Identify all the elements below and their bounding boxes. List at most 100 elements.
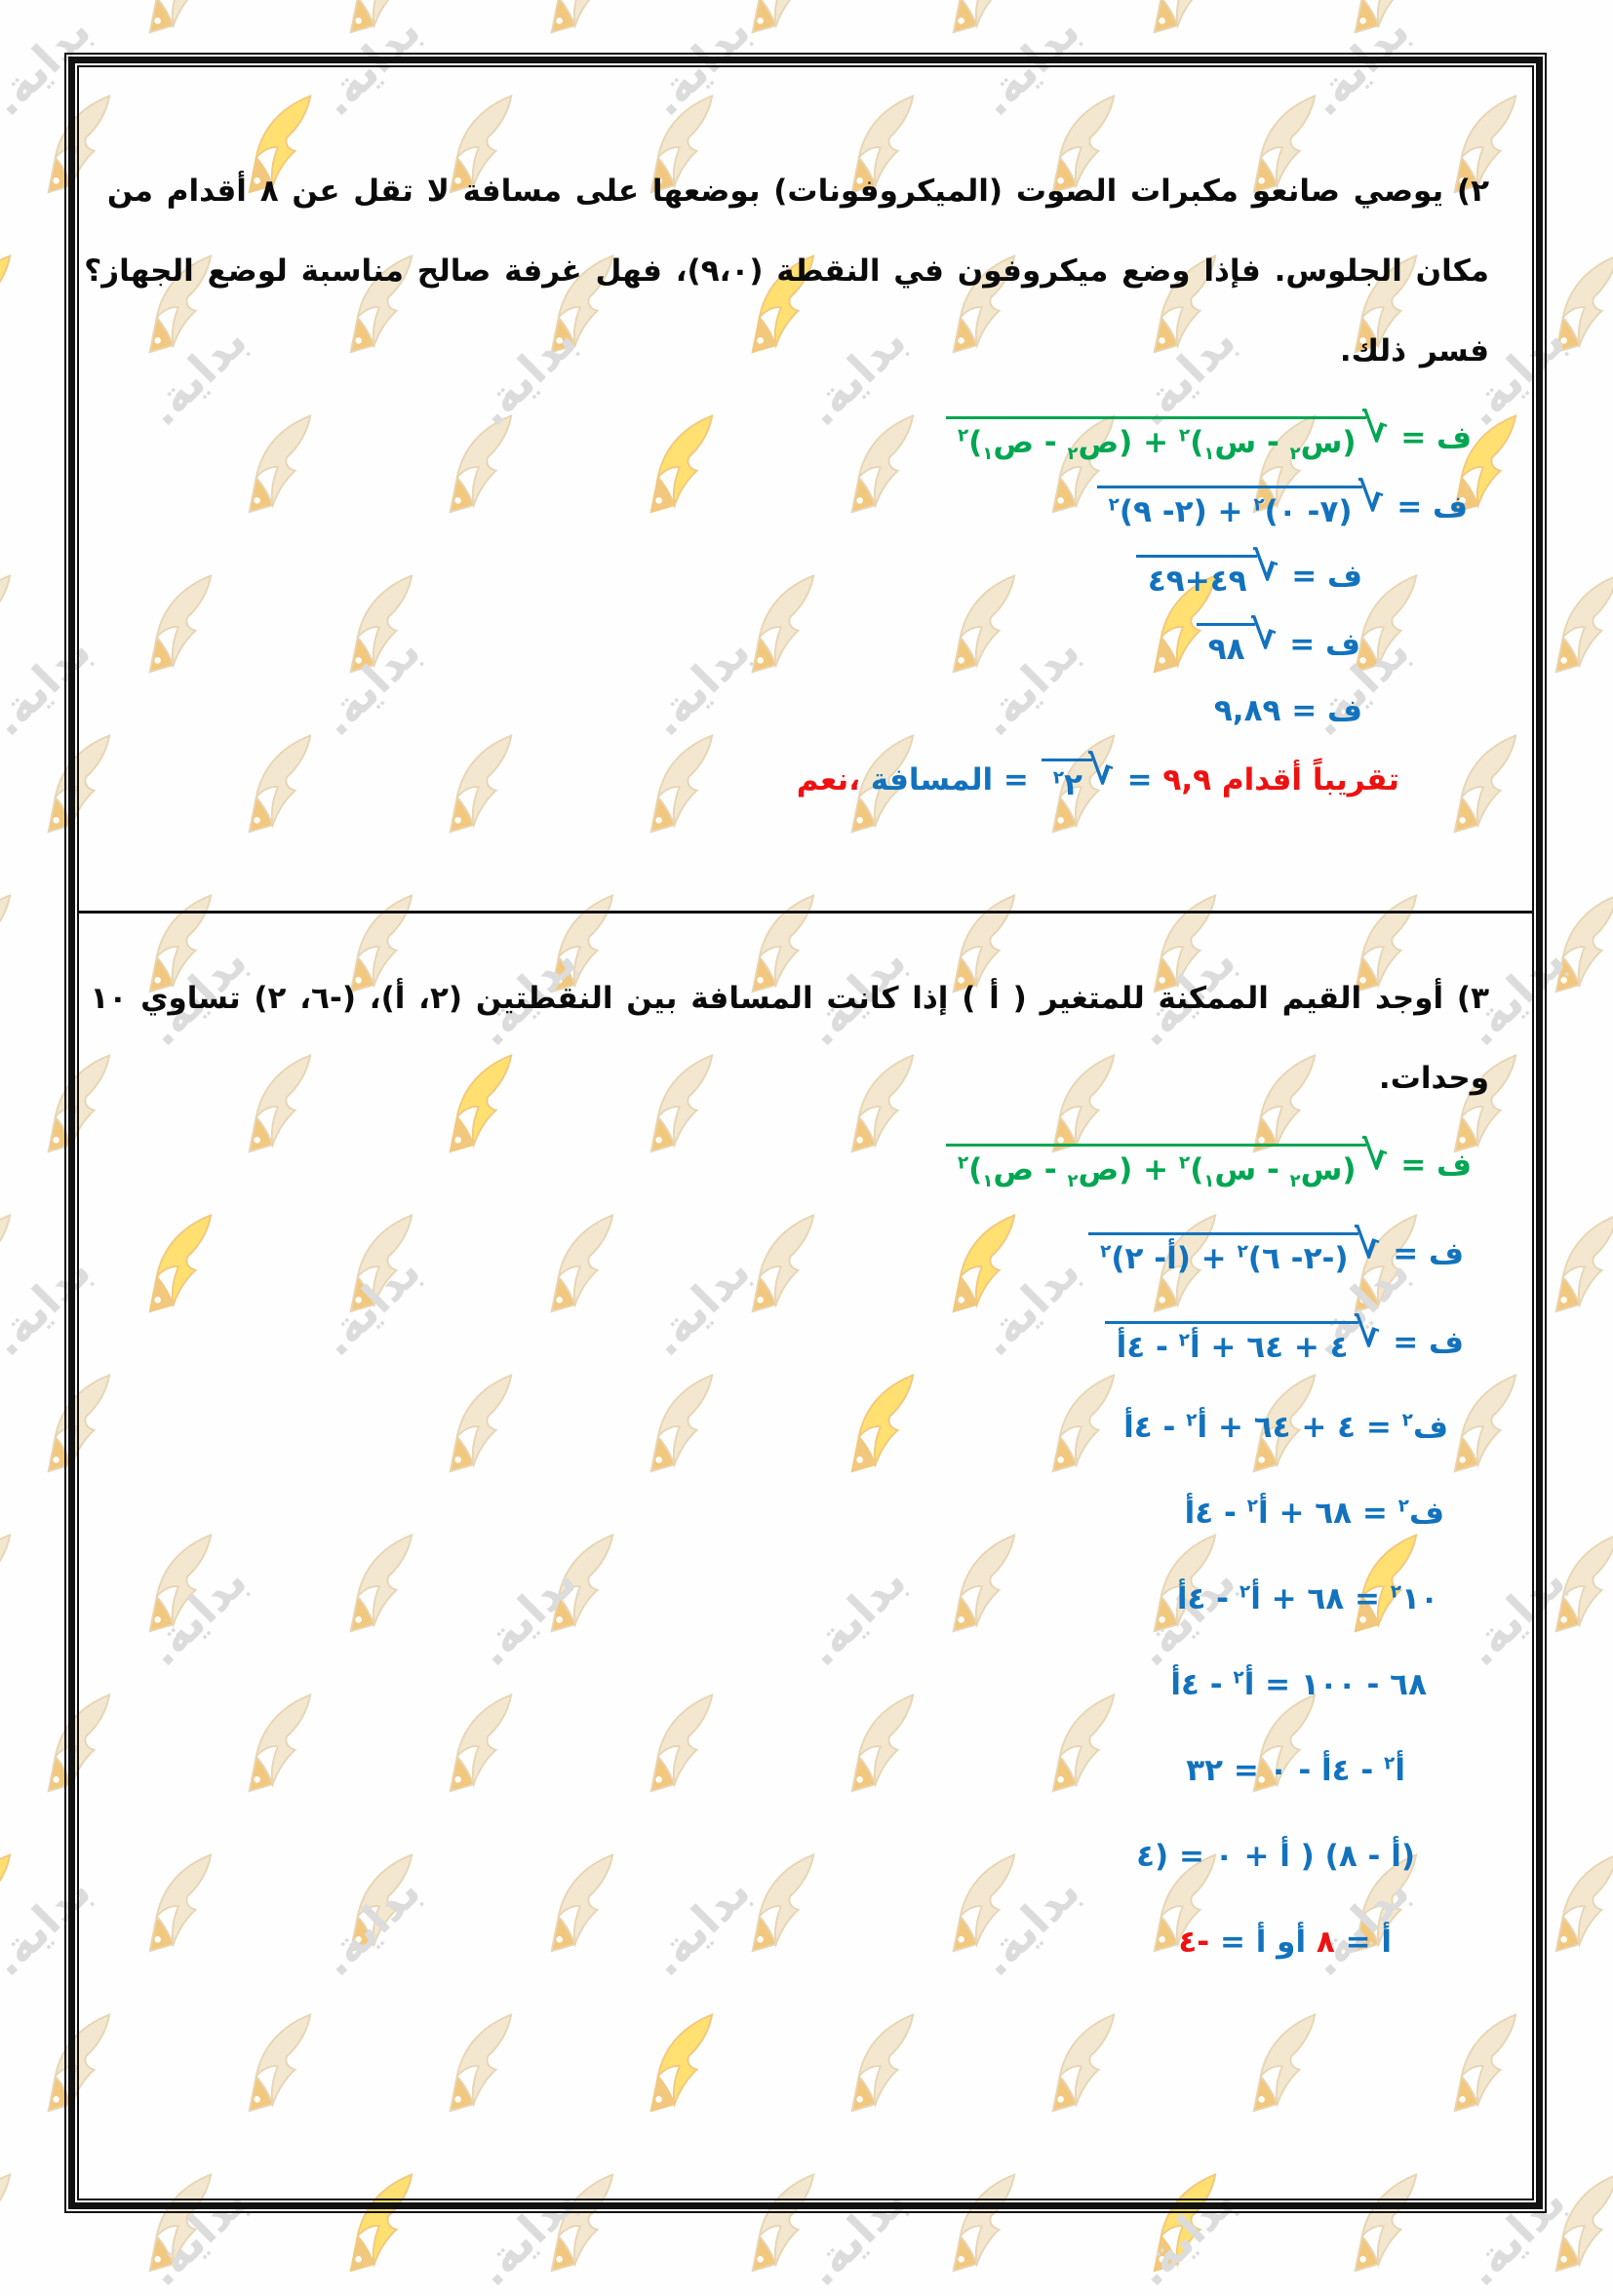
radical-sign-icon: √ [1087, 748, 1115, 794]
pen-nib-watermark [222, 731, 335, 844]
pen-nib-watermark [525, 1211, 638, 1324]
equation-token: ١٠ [1401, 1581, 1438, 1617]
equation-token: ) [1400, 1839, 1415, 1875]
pen-nib-icon [850, 1693, 915, 1793]
pen-nib-watermark [1127, 1531, 1240, 1644]
pen-nib-icon [1554, 893, 1613, 993]
equation-token: ف [1428, 1324, 1464, 1360]
equation-line: نعم، المسافة = ٢٢ √ = ٩,٩ أقدام تقريباً [112, 748, 1489, 804]
page-border-frame: ٢) يوصي صانعو مكبرات الصوت (الميكروفونات… [64, 53, 1547, 2213]
pen-nib-icon [649, 94, 714, 194]
pen-nib-watermark [624, 411, 737, 525]
equation-line: أ٤ - ٢أ + ٦٨ = ٢١٠ [112, 1580, 1489, 1623]
pen-nib-watermark [1026, 2010, 1139, 2123]
equation-token: ف [1408, 1496, 1444, 1532]
pen-nib-icon [449, 1693, 513, 1793]
equation-token: = [1390, 1147, 1436, 1183]
equation-token: ( [1190, 425, 1204, 460]
problem-3-statement: ٣) أوجد القيم الممكنة للمتغير ( أ ) إذا … [90, 958, 1489, 1118]
pen-nib-icon [148, 1533, 213, 1633]
pen-nib-icon [148, 893, 213, 993]
pen-nib-watermark [926, 571, 1040, 684]
radicand: ٩٨ [1196, 623, 1255, 669]
pen-nib-watermark [1529, 1531, 1613, 1644]
equation-token: = [1209, 1925, 1256, 1961]
pen-nib-icon [1554, 1852, 1613, 1953]
pen-nib-watermark [525, 252, 638, 365]
pen-nib-watermark [324, 1850, 437, 1964]
pen-nib-icon [1051, 94, 1116, 194]
pen-nib-watermark [1428, 411, 1541, 525]
pen-nib-watermark [1428, 1371, 1541, 1484]
pen-nib-icon [1153, 573, 1217, 674]
pen-nib-icon [148, 573, 213, 674]
equation-token: ٢ [1186, 1410, 1198, 1431]
equation-token: ٢ [1289, 444, 1301, 465]
equation-token: تقريباً [1312, 761, 1399, 798]
pen-nib-watermark [624, 1691, 737, 1804]
equation-line: ٤- = أ أو ٨ = أ [112, 1924, 1489, 1966]
pen-nib-icon [1354, 1533, 1418, 1633]
pen-nib-watermark [1227, 1691, 1340, 1804]
pen-nib-watermark [1529, 571, 1613, 684]
pen-nib-icon [248, 733, 312, 834]
equation-token: = [1390, 419, 1436, 455]
equation-token: ١ [982, 1171, 994, 1192]
pen-nib-watermark [1026, 1051, 1139, 1164]
pen-nib-watermark [1529, 1211, 1613, 1324]
pen-nib-watermark [1026, 411, 1139, 525]
square-root-expression: ٩٨ √ [1196, 612, 1277, 669]
pen-nib-icon [1453, 2012, 1517, 2113]
pen-nib-watermark [624, 92, 737, 205]
equation-token: ٢ [1397, 1496, 1409, 1517]
pen-nib-icon [649, 1373, 714, 1473]
pen-nib-watermark [423, 1371, 536, 1484]
pen-nib-icon [349, 253, 413, 354]
pen-nib-icon [449, 413, 513, 514]
equation-token: ) [1342, 1152, 1357, 1187]
equation-token: أ [1279, 1839, 1290, 1875]
radicand: ٢(١ص - ٢ص) + ٢(١س - ٢س) [945, 416, 1366, 465]
equation-token: + ٤ + ٦٤ [1200, 1329, 1349, 1365]
pen-nib-watermark [222, 411, 335, 525]
pen-nib-icon [1153, 1533, 1217, 1633]
pen-nib-watermark [624, 1051, 737, 1164]
square-root-expression: ٢(١ص - ٢ص) + ٢(١س - ٢س) √ [945, 406, 1388, 465]
radicand: ٢(١ص - ٢ص) + ٢(١س - ٢س) [945, 1144, 1366, 1192]
equation-token: ف [1324, 627, 1360, 663]
pen-nib-watermark [123, 1531, 236, 1644]
pen-nib-icon [550, 893, 614, 993]
equation-line: ٠ = ٣٢ - أ٤ - ٢أ [112, 1752, 1489, 1795]
equation-token: ص [993, 425, 1035, 460]
pen-nib-icon [1554, 1533, 1613, 1633]
page-border-inner-line: ٢) يوصي صانعو مكبرات الصوت (الميكروفونات… [77, 65, 1534, 2200]
equation-token: ص [1078, 1152, 1120, 1187]
pen-nib-watermark [926, 1211, 1040, 1324]
pen-nib-icon [1153, 1213, 1217, 1313]
pen-nib-icon [0, 1533, 12, 1628]
equation-token: س [1300, 1152, 1343, 1187]
pen-nib-icon [1453, 733, 1517, 834]
pen-nib-icon [0, 2172, 12, 2268]
equation-token: ٨ [1316, 1925, 1335, 1961]
pen-nib-icon [1252, 1373, 1317, 1473]
pen-nib-icon [952, 1533, 1016, 1633]
radical-sign-icon: √ [1354, 1309, 1381, 1356]
pen-nib-watermark [123, 2170, 236, 2283]
pen-nib-icon [148, 253, 213, 354]
equation-token: ٠ = ٣٢ - [1186, 1753, 1321, 1789]
pen-nib-icon [751, 1852, 815, 1953]
equation-token: ) [1342, 425, 1357, 460]
pen-nib-watermark [1328, 1211, 1441, 1324]
equation-token: = [1386, 488, 1433, 525]
pen-nib-icon [349, 1852, 413, 1953]
pen-nib-icon [148, 2172, 213, 2273]
equation-line: ٢(٢- ٩) + ٢(٧- ٠) √ = ف [112, 475, 1489, 531]
equation-line: ٩,٨٩ = ف [112, 692, 1489, 735]
pen-nib-watermark [1328, 891, 1441, 1004]
problem-statement-line: ٢) يوصي صانعو مكبرات الصوت (الميكروفونات… [106, 174, 1489, 209]
equation-token: ٤ - [1331, 1753, 1384, 1789]
pen-nib-icon [1153, 1852, 1217, 1953]
pen-nib-watermark [624, 1371, 737, 1484]
